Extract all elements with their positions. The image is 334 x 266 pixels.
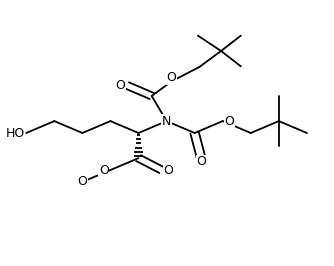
Text: O: O — [163, 164, 173, 177]
Text: O: O — [116, 79, 125, 92]
Text: HO: HO — [5, 127, 25, 139]
Text: O: O — [77, 176, 87, 188]
Text: O: O — [196, 156, 206, 168]
Text: N: N — [162, 115, 171, 128]
Text: O: O — [167, 71, 176, 84]
Text: O: O — [99, 164, 109, 177]
Text: O: O — [224, 115, 234, 128]
